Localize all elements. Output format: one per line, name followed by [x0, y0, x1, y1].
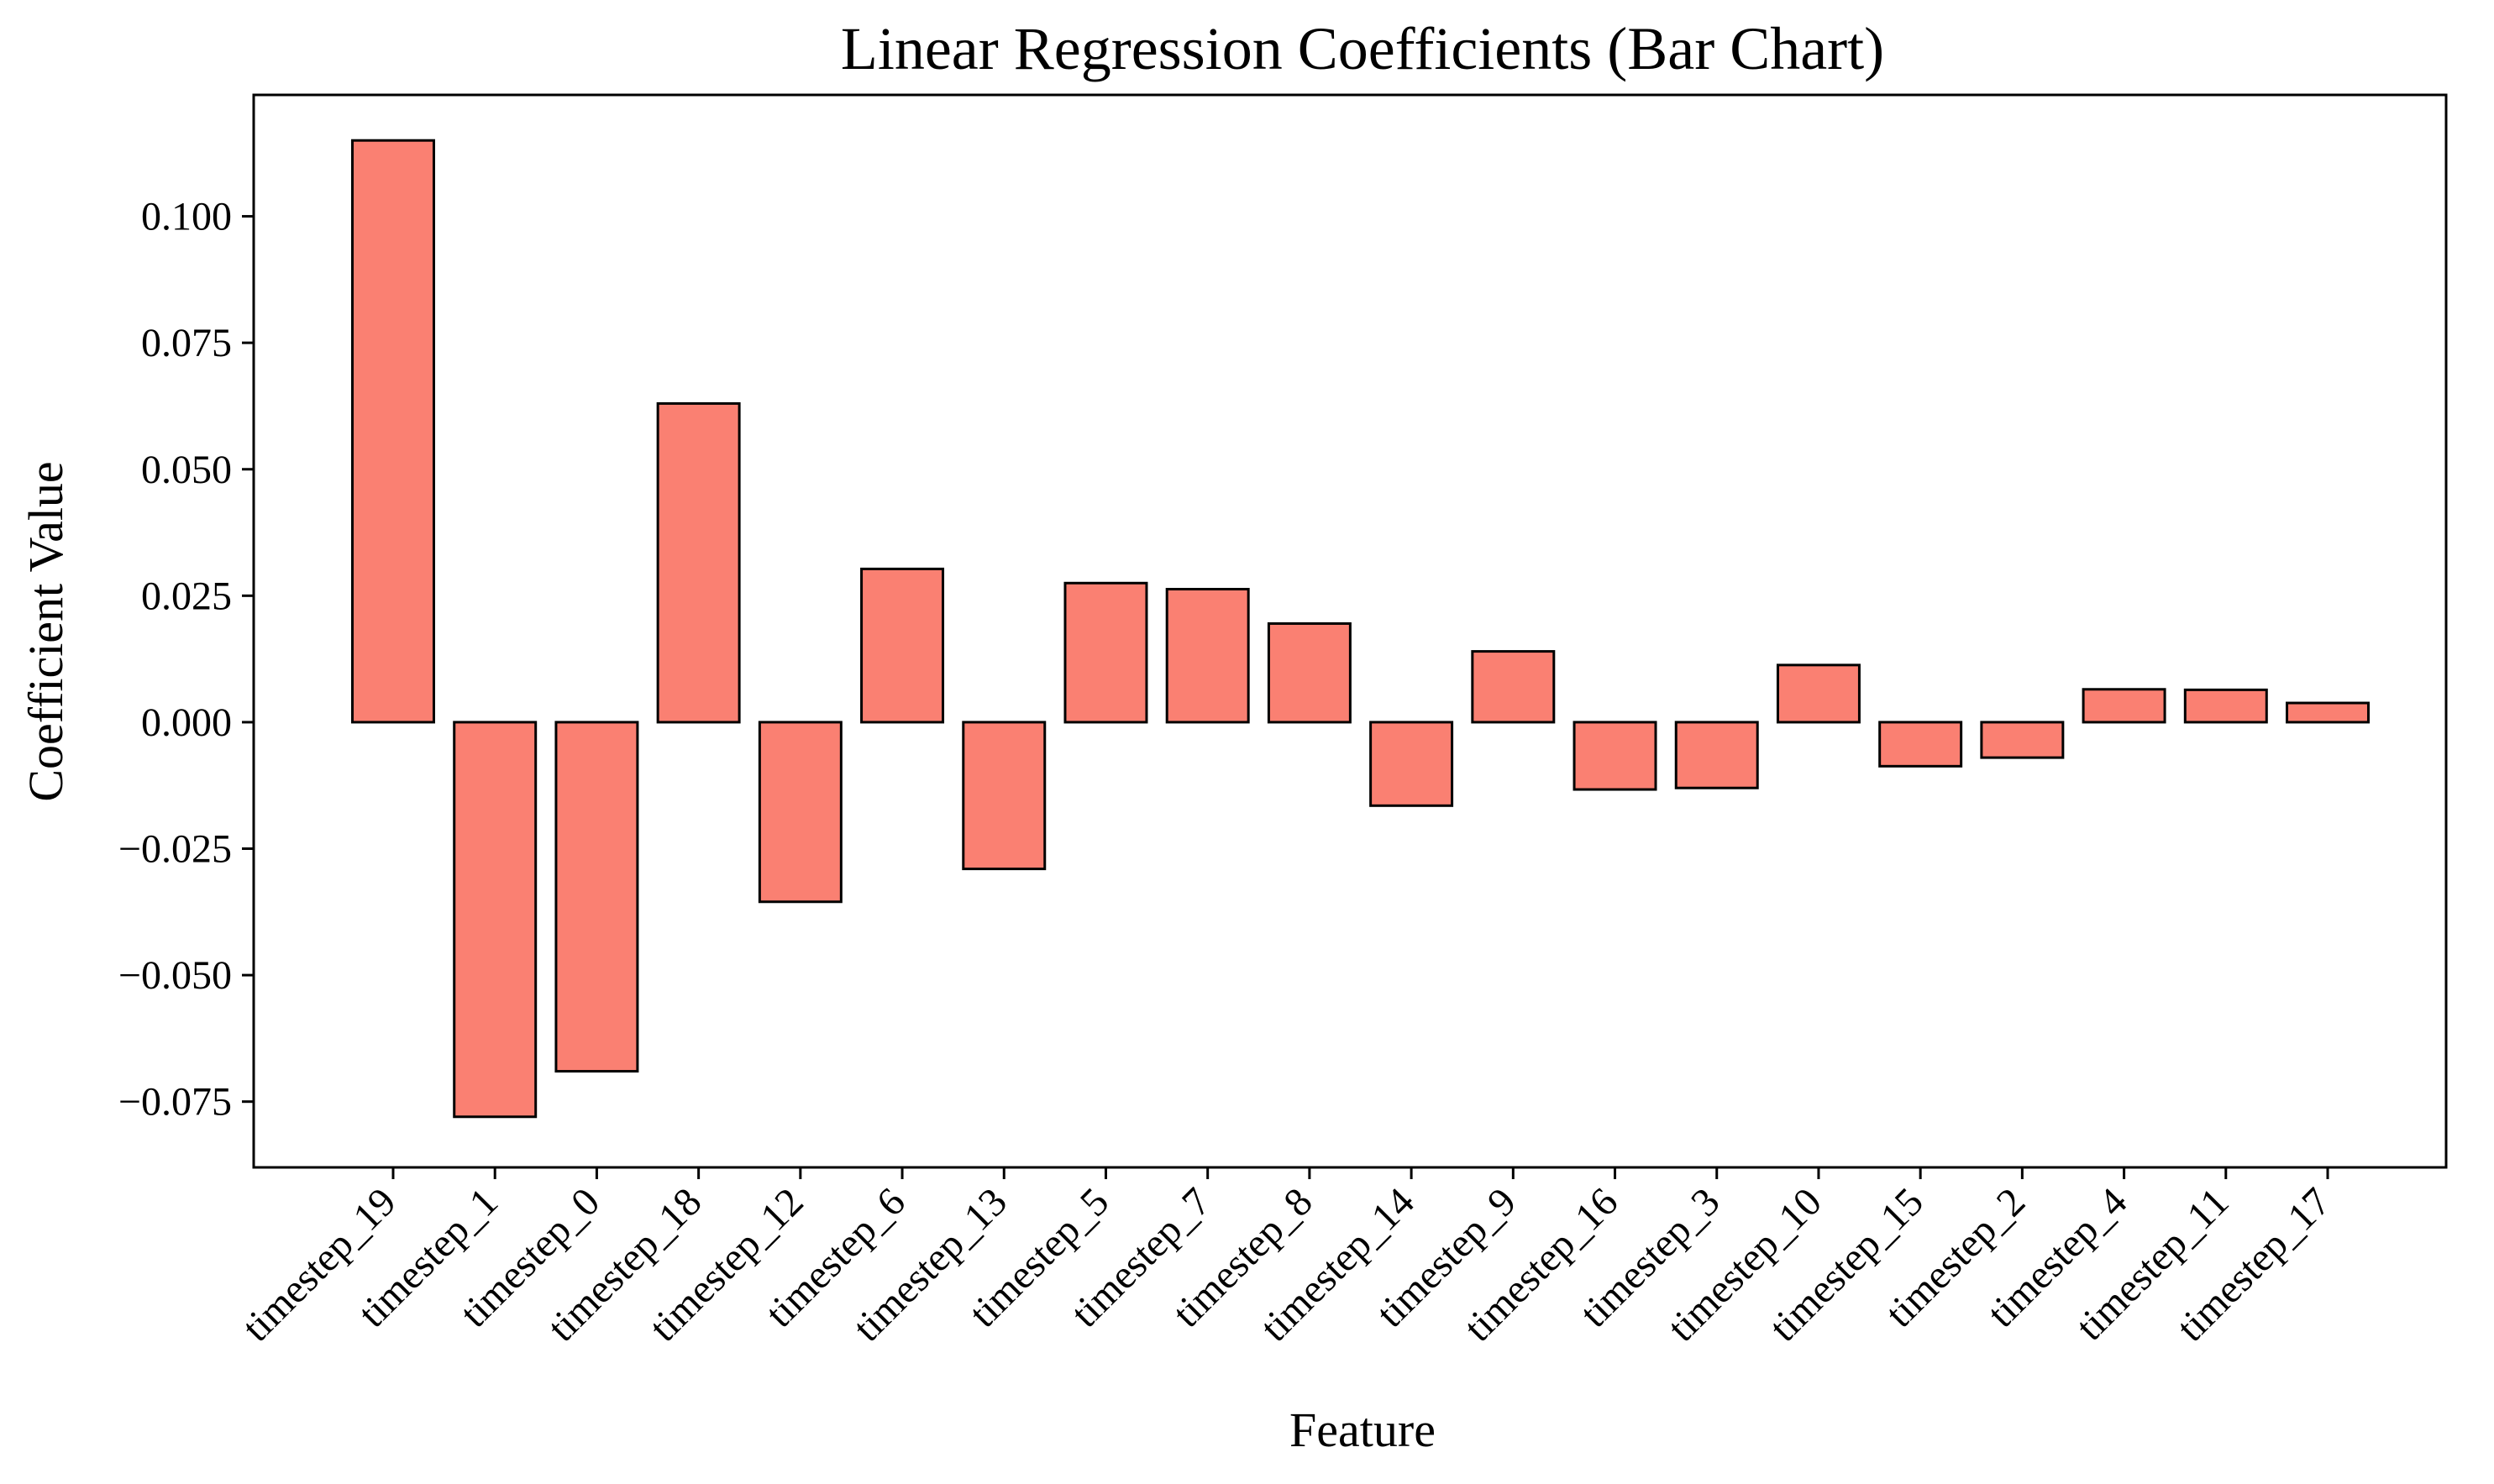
bar-timestep-1 — [453, 721, 538, 1119]
bar-timestep-9 — [1471, 650, 1556, 724]
y-tick-label: 0.050 — [141, 448, 232, 492]
bar-timestep-13 — [962, 721, 1047, 871]
bar-timestep-16 — [1573, 721, 1657, 791]
bar-timestep-10 — [1776, 663, 1861, 724]
bar-timestep-4 — [2082, 688, 2166, 724]
bar-timestep-0 — [554, 721, 639, 1073]
bar-timestep-19 — [351, 139, 435, 724]
y-tick-label: −0.025 — [118, 827, 232, 872]
chart-title: Linear Regression Coefficients (Bar Char… — [841, 15, 1884, 82]
bar-timestep-15 — [1878, 721, 1963, 768]
bar-timestep-8 — [1267, 621, 1352, 724]
bar-timestep-7 — [1165, 588, 1250, 724]
bar-timestep-5 — [1063, 581, 1148, 724]
y-tick-label: 0.000 — [141, 700, 232, 745]
bar-timestep-3 — [1674, 721, 1759, 789]
y-tick-label: 0.025 — [141, 574, 232, 618]
y-tick-label: −0.075 — [118, 1080, 232, 1125]
y-tick-label: 0.075 — [141, 321, 232, 365]
y-axis-label: Coefficient Value — [18, 461, 73, 801]
bar-timestep-18 — [656, 401, 741, 724]
plot-area: −0.075 −0.050 −0.025 0.000 0.025 0.050 0.075 0.… — [118, 93, 2448, 1350]
bar-timestep-6 — [860, 567, 945, 724]
x-axis-label: Feature — [1289, 1403, 1436, 1457]
y-tick-label: 0.100 — [141, 195, 232, 239]
bar-timestep-2 — [1980, 721, 2065, 759]
bar-timestep-14 — [1369, 721, 1454, 807]
bar-timestep-12 — [758, 721, 843, 904]
y-tick-label: −0.050 — [118, 953, 232, 998]
axes-frame — [252, 93, 2448, 1169]
bar-timestep-17 — [2286, 701, 2370, 724]
bar-timestep-11 — [2183, 688, 2268, 724]
